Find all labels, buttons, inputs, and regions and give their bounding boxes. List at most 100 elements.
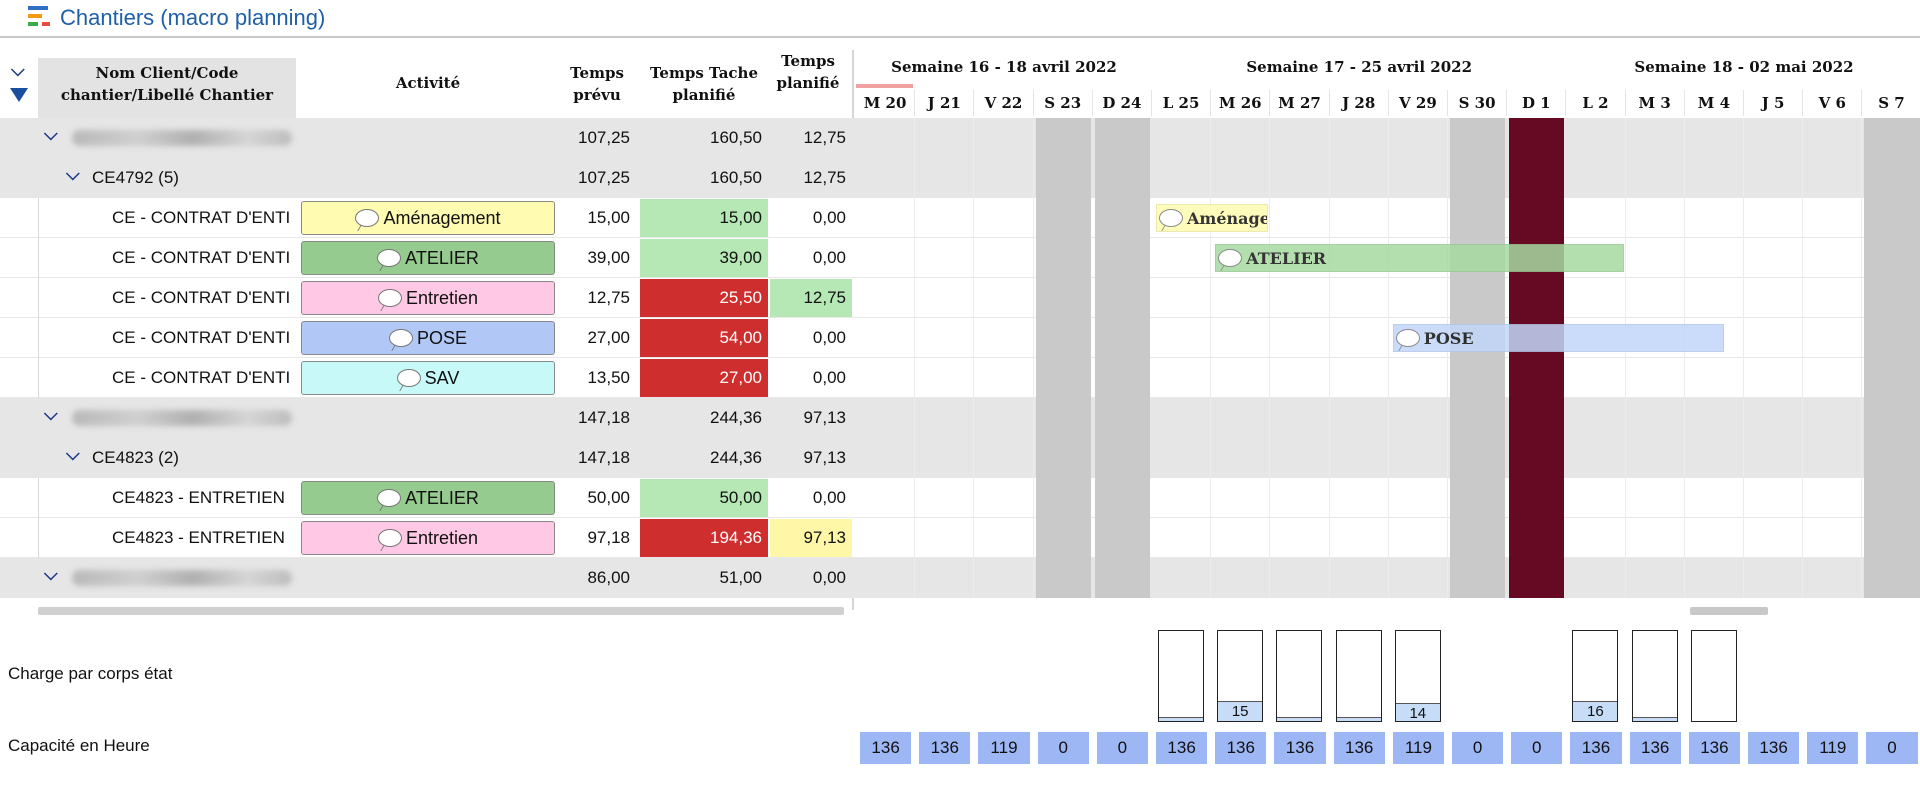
timeline-cell[interactable]	[1389, 158, 1448, 198]
day-header[interactable]: J 5	[1744, 90, 1804, 116]
timeline-cell[interactable]	[856, 358, 916, 398]
timeline-cell[interactable]	[1330, 118, 1389, 158]
timeline-cell[interactable]	[974, 398, 1034, 438]
timeline-cell[interactable]	[1803, 238, 1863, 278]
timeline-cell[interactable]	[1211, 438, 1271, 478]
timeline-cell[interactable]	[915, 118, 975, 158]
timeline-cell[interactable]	[974, 438, 1034, 478]
charge-bar[interactable]	[1631, 630, 1678, 722]
column-header-name[interactable]: Nom Client/Code chantier/Libellé Chantie…	[38, 58, 296, 128]
timeline-cell[interactable]	[1566, 518, 1626, 558]
timeline-cell[interactable]	[1211, 118, 1271, 158]
collapse-chevron-icon[interactable]: ⌵	[44, 564, 58, 584]
timeline-cell[interactable]	[1626, 558, 1685, 598]
timeline-cell[interactable]	[856, 398, 916, 438]
column-header-temps-planifie[interactable]: Temps planifié	[770, 50, 846, 100]
comment-bubble-icon[interactable]	[396, 369, 421, 387]
column-header-temps-prevu[interactable]: Temps prévu	[560, 62, 634, 112]
left-horizontal-scrollbar[interactable]	[38, 607, 844, 615]
timeline-cell[interactable]	[1685, 558, 1744, 598]
day-header[interactable]: S 23	[1034, 90, 1093, 116]
gantt-bar[interactable]: POSE	[1392, 324, 1725, 352]
timeline-cell[interactable]	[1566, 478, 1626, 518]
timeline-cell[interactable]	[1803, 318, 1863, 358]
day-header[interactable]: D 24	[1093, 90, 1152, 116]
timeline-cell[interactable]	[1389, 358, 1448, 398]
timeline-cell[interactable]	[856, 238, 916, 278]
timeline-cell[interactable]	[1389, 278, 1448, 318]
timeline-cell[interactable]	[1330, 518, 1389, 558]
timeline-cell[interactable]	[1685, 118, 1744, 158]
comment-bubble-icon[interactable]	[355, 209, 380, 227]
timeline-cell[interactable]	[856, 518, 916, 558]
task-row[interactable]: CE - CONTRAT D'ENTI Aménagement 15,00 15,00…	[0, 198, 1920, 238]
comment-bubble-icon[interactable]	[1395, 329, 1420, 347]
timeline-cell[interactable]	[1270, 158, 1330, 198]
group-row[interactable]: ⌵ CE4792 (5) 107,25 160,50 12,75	[0, 158, 1920, 198]
timeline-cell[interactable]	[1685, 278, 1744, 318]
timeline-cell[interactable]	[1626, 158, 1685, 198]
timeline-cell[interactable]	[1270, 318, 1330, 358]
timeline-cell[interactable]	[1744, 518, 1804, 558]
comment-bubble-icon[interactable]	[388, 329, 413, 347]
timeline-cell[interactable]	[1152, 158, 1212, 198]
timeline-cell[interactable]	[1330, 158, 1389, 198]
timeline-cell[interactable]	[1744, 478, 1804, 518]
timeline-cell[interactable]	[1803, 518, 1863, 558]
gantt-bar[interactable]: ATELIER	[1215, 244, 1624, 272]
collapse-chevron-icon[interactable]: ⌵	[44, 404, 58, 424]
timeline-cell[interactable]	[1330, 558, 1389, 598]
timeline-cell[interactable]	[1744, 398, 1804, 438]
timeline-cell[interactable]	[915, 238, 975, 278]
column-header-temps-tache[interactable]: Temps Tache planifié	[640, 62, 768, 112]
timeline-cell[interactable]	[1566, 438, 1626, 478]
timeline-cell[interactable]	[1330, 278, 1389, 318]
timeline-cell[interactable]	[1626, 438, 1685, 478]
timeline-cell[interactable]	[1270, 118, 1330, 158]
timeline-cell[interactable]	[974, 518, 1034, 558]
task-row[interactable]: CE - CONTRAT D'ENTI ATELIER 39,00 39,00 0,00	[0, 238, 1920, 278]
group-row[interactable]: ⌵ 107,25 160,50 12,75	[0, 118, 1920, 158]
timeline-cell[interactable]	[1152, 518, 1212, 558]
timeline-cell[interactable]	[1152, 398, 1212, 438]
charge-bar[interactable]	[1158, 630, 1204, 722]
timeline-cell[interactable]	[1270, 198, 1330, 238]
timeline-cell[interactable]	[1389, 558, 1448, 598]
timeline-cell[interactable]	[974, 558, 1034, 598]
comment-bubble-icon[interactable]	[377, 289, 402, 307]
timeline-cell[interactable]	[1803, 158, 1863, 198]
day-header[interactable]: L 2	[1566, 90, 1626, 116]
timeline-cell[interactable]	[1211, 358, 1271, 398]
comment-bubble-icon[interactable]	[377, 529, 402, 547]
activity-badge[interactable]: ATELIER	[301, 241, 555, 275]
timeline-cell[interactable]	[1626, 518, 1685, 558]
charge-bar[interactable]	[1690, 630, 1737, 722]
timeline-cell[interactable]	[1626, 118, 1685, 158]
timeline-cell[interactable]	[974, 278, 1034, 318]
timeline-cell[interactable]	[1211, 158, 1271, 198]
timeline-cell[interactable]	[1685, 398, 1744, 438]
timeline-cell[interactable]	[1803, 198, 1863, 238]
timeline-cell[interactable]	[1744, 438, 1804, 478]
expand-all-button[interactable]: ⌵	[8, 60, 30, 108]
day-header[interactable]: V 22	[974, 90, 1034, 116]
comment-bubble-icon[interactable]	[377, 249, 402, 267]
timeline-cell[interactable]	[1152, 318, 1212, 358]
timeline-cell[interactable]	[915, 518, 975, 558]
timeline-cell[interactable]	[1389, 478, 1448, 518]
day-header[interactable]: L 25	[1152, 90, 1212, 116]
charge-bar[interactable]: 16	[1572, 630, 1619, 722]
day-header[interactable]: V 6	[1803, 90, 1863, 116]
timeline-cell[interactable]	[974, 318, 1034, 358]
charge-bar[interactable]: 14	[1394, 630, 1441, 722]
timeline-cell[interactable]	[1685, 198, 1744, 238]
timeline-cell[interactable]	[1211, 478, 1271, 518]
timeline-cell[interactable]	[1389, 518, 1448, 558]
timeline-cell[interactable]	[1270, 358, 1330, 398]
timeline-cell[interactable]	[1803, 118, 1863, 158]
timeline-cell[interactable]	[1685, 318, 1744, 358]
timeline-cell[interactable]	[1270, 478, 1330, 518]
day-header[interactable]: M 20	[856, 90, 916, 116]
task-row[interactable]: CE4823 - ENTRETIEN ATELIER 50,00 50,00 0,00	[0, 478, 1920, 518]
activity-badge[interactable]: Aménagement	[301, 201, 555, 235]
